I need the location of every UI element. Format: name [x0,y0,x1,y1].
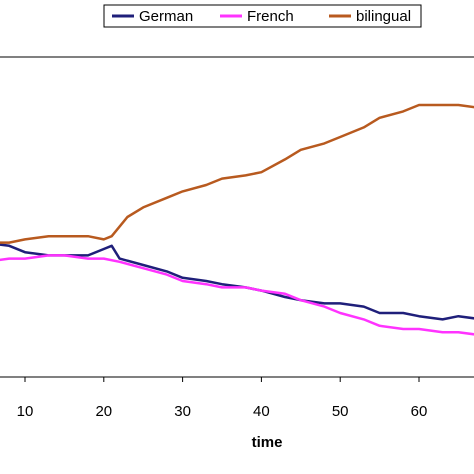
x-tick-label: 40 [253,403,270,420]
plot-area [0,56,474,378]
x-tick-label: 60 [411,403,428,420]
legend-label-french: French [247,8,294,25]
legend: German French bilingual [103,4,422,28]
x-tick-label: 20 [95,403,112,420]
x-tick-label: 10 [17,403,34,420]
series-line-french [0,254,474,336]
legend-label-bilingual: bilingual [356,8,411,25]
legend-box [103,4,422,28]
series-line-bilingual [0,103,474,244]
legend-label-german: German [139,8,193,25]
x-tick-label: 30 [174,403,191,420]
x-tick-layer: 10 20 30 40 50 60 [17,377,428,420]
series-layer [0,103,474,336]
x-tick-label: 50 [332,403,349,420]
series-line-german [0,243,474,321]
x-axis-title: time [252,434,283,451]
